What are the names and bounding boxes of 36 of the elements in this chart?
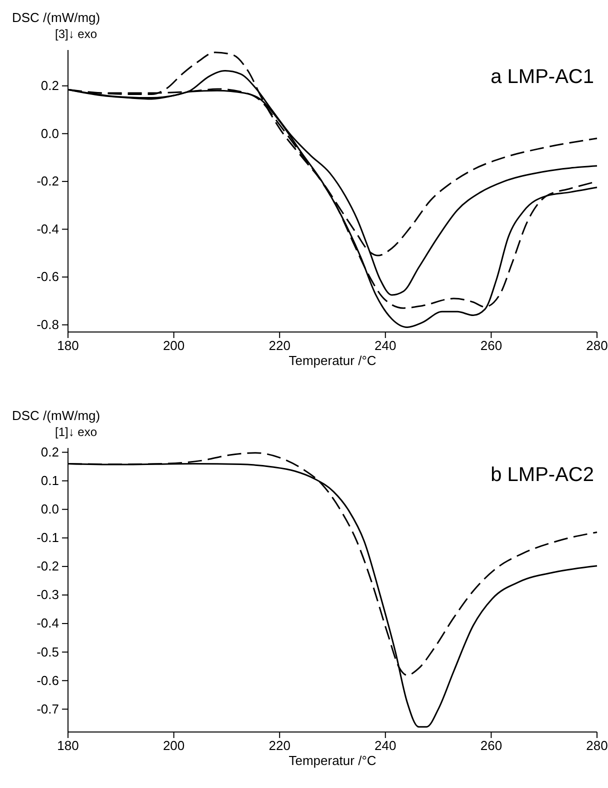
x-tick-label: 240 — [374, 338, 396, 354]
y-tick-label: -0.1 — [36, 530, 59, 546]
x-tick-label: 260 — [480, 338, 502, 354]
x-axis-title: Temperatur /°C — [288, 353, 376, 368]
x-tick-label: 280 — [586, 338, 608, 354]
y-tick-label: 0.2 — [40, 78, 59, 94]
text: [1]↓ exo — [55, 425, 98, 439]
x-tick-label: 220 — [268, 338, 290, 354]
y-tick-label: -0.6 — [36, 672, 59, 688]
x-tick-label: 260 — [480, 738, 502, 754]
y-tick-label: -0.4 — [36, 616, 59, 631]
y-tick-label: -0.7 — [36, 701, 59, 716]
y-tick-label: -0.6 — [36, 269, 59, 284]
y-tick-label: 0.0 — [40, 126, 59, 141]
y-tick-label: -0.2 — [36, 558, 59, 574]
x-axis-title: Temperatur /°C — [288, 753, 376, 768]
y-tick-label: 0.0 — [40, 502, 59, 517]
y-tick-label: 0.1 — [40, 472, 59, 488]
y-tick-label: -0.4 — [36, 221, 59, 236]
x-tick-label: 220 — [268, 738, 290, 754]
y-tick-label: -0.3 — [36, 587, 59, 602]
annotation: b LMP-AC2 — [490, 464, 594, 486]
y-tick-label: 0.2 — [40, 444, 59, 460]
x-tick-label: 180 — [57, 738, 79, 754]
y-axis-title: DSC /(mW/mg) — [12, 408, 100, 423]
x-tick-label: 280 — [586, 738, 608, 754]
y-tick-label: -0.2 — [36, 174, 59, 189]
x-tick-label: 240 — [374, 738, 396, 754]
y-axis-title: DSC /(mW/mg) — [12, 10, 100, 25]
annotation: a LMP-AC1 — [490, 66, 594, 88]
x-tick-label: 180 — [57, 338, 79, 354]
x-tick-label: 200 — [162, 338, 185, 354]
text: [3]↓ exo — [55, 27, 98, 41]
y-tick-label: -0.8 — [36, 316, 59, 332]
y-tick-label: -0.5 — [36, 644, 59, 660]
x-tick-label: 200 — [162, 738, 185, 754]
